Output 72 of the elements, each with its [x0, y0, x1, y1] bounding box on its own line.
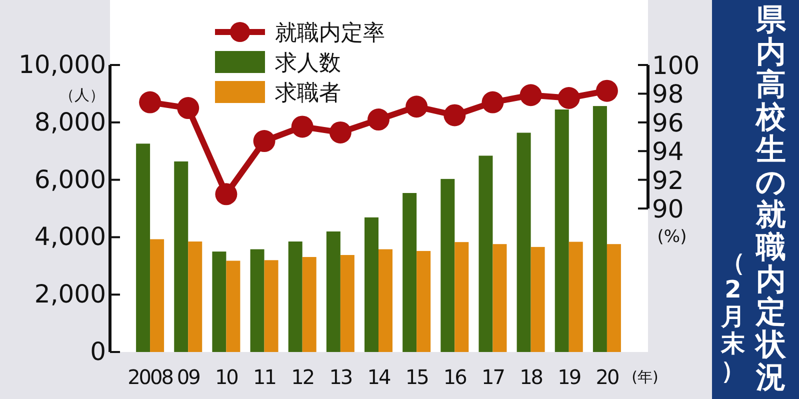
y-tick-label: 10,000 — [18, 50, 106, 79]
x-tick-label: 14 — [367, 365, 390, 389]
x-tick-label: 16 — [443, 365, 467, 389]
x-tick-label: 19 — [558, 365, 581, 389]
x-tick-label: 10 — [214, 365, 238, 389]
y2-tick-label: 92 — [652, 166, 684, 195]
bar — [188, 242, 202, 352]
y-axis-title: （人） — [60, 86, 104, 104]
y2-tick-label: 100 — [652, 51, 700, 80]
bar — [364, 217, 378, 352]
legend-label: 就職内定率 — [275, 21, 385, 46]
y2-axis-title: (%) — [657, 227, 687, 247]
bar — [440, 178, 455, 352]
bar — [402, 193, 417, 352]
point — [291, 116, 314, 138]
point — [215, 183, 238, 206]
bar — [416, 250, 431, 352]
point — [406, 96, 428, 118]
bar — [530, 246, 545, 352]
chart-title: 県内高校生の就職内定状況 — [756, 2, 786, 395]
bar — [226, 260, 240, 352]
y-tick-label: 0 — [90, 337, 106, 366]
point — [368, 108, 390, 131]
bar — [516, 132, 531, 352]
bar — [250, 249, 264, 352]
x-tick-label: 13 — [329, 365, 352, 389]
bar — [326, 231, 340, 352]
x-tick-label: 15 — [405, 365, 428, 389]
x-axis-title: (年) — [632, 368, 658, 386]
point — [253, 130, 276, 152]
bar — [478, 156, 493, 352]
bar — [592, 106, 607, 352]
bar — [340, 254, 354, 352]
bar — [378, 249, 392, 352]
bar — [302, 257, 316, 352]
bar — [264, 260, 278, 352]
bar — [212, 252, 226, 352]
point — [139, 91, 162, 114]
bar — [454, 242, 469, 352]
x-tick-label: 2008 — [128, 365, 174, 389]
point — [482, 91, 504, 114]
y-tick-label: 2,000 — [34, 280, 106, 309]
legend-label: 求職者 — [275, 81, 341, 106]
bar — [568, 242, 583, 352]
y-tick-label: 8,000 — [34, 107, 106, 136]
bar — [492, 244, 507, 352]
bar — [136, 144, 150, 352]
y-tick-label: 6,000 — [34, 164, 106, 194]
x-tick-label: 09 — [176, 365, 200, 389]
y2-tick-label: 94 — [652, 137, 684, 166]
point — [444, 104, 466, 126]
x-tick-label: 20 — [596, 365, 619, 389]
point — [177, 97, 200, 120]
x-tick-label: 12 — [291, 365, 314, 389]
y-tick-label: 4,000 — [34, 222, 106, 252]
point — [329, 121, 352, 144]
y2-tick-label: 90 — [652, 194, 684, 224]
legend-label: 求人数 — [275, 51, 341, 76]
point — [520, 84, 542, 106]
bar — [174, 161, 188, 352]
bar — [150, 239, 164, 352]
x-tick-label: 18 — [520, 365, 543, 389]
x-tick-label: 11 — [253, 365, 276, 389]
y2-tick-label: 98 — [652, 80, 684, 109]
point — [558, 87, 580, 110]
bar — [288, 242, 302, 352]
text: （2月末） — [720, 248, 746, 384]
point — [596, 80, 618, 102]
bar — [606, 244, 621, 352]
x-tick-label: 17 — [482, 365, 505, 389]
y2-tick-label: 96 — [652, 108, 684, 138]
bar — [554, 109, 569, 352]
